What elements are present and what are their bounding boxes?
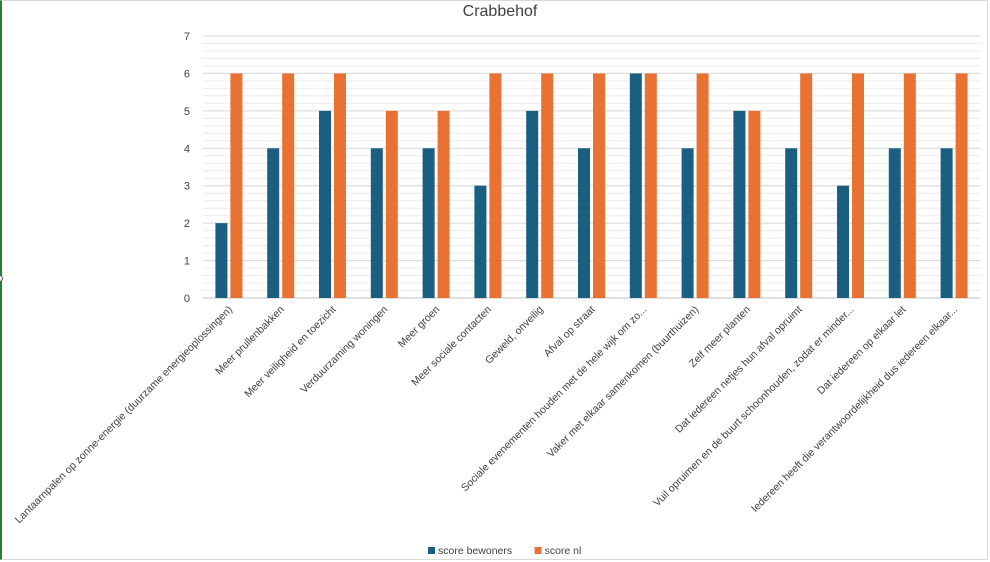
x-tick-label: Lantaarnpalen op zonne-energie (duurzame…	[13, 304, 235, 526]
bar-score-bewoners	[681, 148, 694, 298]
y-tick-label: 5	[184, 106, 190, 118]
x-tick-label: Sociale evenementen houden met de hele w…	[459, 304, 649, 494]
bar-score-bewoners	[785, 148, 798, 298]
bar-score-nl	[903, 73, 916, 298]
bar-score-bewoners	[578, 148, 590, 298]
y-tick-label: 4	[184, 143, 190, 155]
chart-title: Crabbehof	[463, 3, 538, 20]
y-tick-label: 6	[184, 68, 190, 80]
x-tick-label: Vuil opruimen en de buurt schoonhouden, …	[651, 304, 857, 510]
bar-score-bewoners	[940, 148, 953, 298]
bar-score-bewoners	[422, 148, 435, 298]
bar-score-nl	[800, 73, 813, 298]
bar-score-bewoners	[267, 148, 280, 298]
bar-score-bewoners	[733, 110, 746, 298]
bar-score-bewoners	[474, 185, 487, 298]
bars	[215, 73, 968, 298]
y-tick-label: 0	[184, 293, 190, 305]
bar-score-bewoners	[370, 148, 383, 298]
bar-score-bewoners	[319, 110, 331, 298]
bar-score-nl	[748, 110, 761, 298]
legend-label: score nl	[545, 545, 582, 557]
bar-score-nl	[541, 73, 554, 298]
bar-score-bewoners	[526, 110, 539, 298]
legend-swatch	[428, 547, 435, 554]
y-tick-label: 2	[184, 218, 190, 230]
bar-score-bewoners	[837, 185, 849, 298]
x-axis: Lantaarnpalen op zonne-energie (duurzame…	[13, 304, 961, 526]
x-tick-label: Meer groen	[396, 304, 443, 351]
bar-score-nl	[334, 73, 346, 298]
bar-score-nl	[437, 110, 450, 298]
bar-score-bewoners	[888, 148, 901, 298]
x-tick-label: Verduurzaming woningen	[298, 304, 390, 396]
legend-swatch	[534, 547, 542, 554]
x-tick-label: Afval op straat	[542, 304, 598, 360]
bar-score-bewoners	[215, 223, 228, 298]
y-tick-label: 7	[184, 31, 190, 43]
bar-score-nl	[852, 73, 864, 298]
y-axis: 0 1 2 3 4 5 6 7	[184, 31, 190, 305]
legend: score bewoners score nl	[428, 545, 581, 557]
bar-score-nl	[230, 73, 243, 298]
bar-score-nl	[696, 73, 709, 298]
bar-score-nl	[489, 73, 502, 298]
bar-score-nl	[593, 73, 605, 298]
bar-score-nl	[955, 73, 968, 298]
bar-score-nl	[385, 110, 398, 298]
x-tick-label: Meer veiligheid en toezicht	[242, 304, 338, 400]
bar-score-nl	[282, 73, 295, 298]
bar-score-bewoners	[629, 73, 642, 298]
y-tick-label: 3	[184, 181, 190, 193]
x-tick-label: Dat iedereen op elkaar let	[815, 304, 909, 398]
bar-score-nl	[644, 73, 657, 298]
y-tick-label: 1	[184, 256, 190, 268]
legend-label: score bewoners	[438, 545, 512, 557]
grid	[203, 35, 980, 299]
